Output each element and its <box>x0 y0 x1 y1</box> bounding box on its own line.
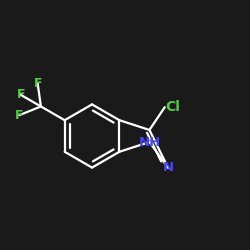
Text: F: F <box>16 88 25 101</box>
Text: F: F <box>15 109 24 122</box>
Text: NH: NH <box>138 136 160 148</box>
Text: N: N <box>162 161 173 174</box>
Text: Cl: Cl <box>165 100 180 114</box>
Text: F: F <box>34 77 42 90</box>
